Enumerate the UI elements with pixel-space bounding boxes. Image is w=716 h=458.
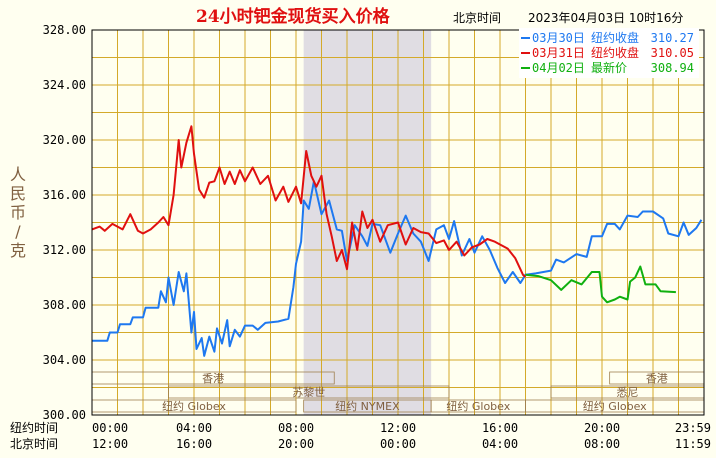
session-label: 苏黎世: [292, 385, 325, 399]
y-tick-label: 316.00: [43, 188, 86, 202]
x-axis-ticks: 纽约时间 00:00 04:00 08:00 12:00 16:00 20:00 23:59 北…: [10, 420, 711, 451]
x-tick-label: 04:00: [482, 437, 518, 451]
legend-date: 03月30日: [532, 31, 585, 45]
y-axis-label: 人民币/克: [10, 165, 26, 260]
y-label-char: 克: [10, 241, 26, 260]
x-tick-label: 20:00: [278, 437, 314, 451]
series-lines: [91, 125, 703, 357]
x-tick-label: 04:00: [176, 421, 212, 435]
x-tick-label: 12:00: [92, 437, 128, 451]
legend-value: 308.94: [651, 61, 694, 75]
legend-value: 310.27: [651, 31, 694, 45]
timestamp: 2023年04月03日 10时16分: [528, 11, 683, 25]
x-tick-label: 20:00: [584, 421, 620, 435]
legend-label: 纽约收盘: [591, 30, 639, 45]
chart-title: 24小时钯金现货买入价格: [196, 6, 391, 27]
y-tick-label: 320.00: [43, 133, 86, 147]
legend: 03月30日 纽约收盘 310.27 03月31日 纽约收盘 310.05 04月02日 最新…: [519, 28, 699, 78]
y-label-char: 币: [10, 203, 26, 222]
x-row-label: 北京时间: [10, 437, 58, 451]
x-tick-label: 23:59: [675, 421, 711, 435]
legend-value: 310.05: [651, 46, 694, 60]
legend-label: 纽约收盘: [591, 45, 639, 60]
y-label-char: /: [15, 222, 21, 241]
y-label-char: 人: [10, 165, 26, 184]
timestamp-label: 北京时间: [453, 11, 501, 25]
x-tick-label: 11:59: [675, 437, 711, 451]
legend-label: 最新价: [591, 60, 627, 75]
x-tick-label: 12:00: [380, 421, 416, 435]
plot-frame: [91, 29, 705, 416]
session-label: 纽约 Globex: [583, 399, 647, 413]
y-tick-label: 312.00: [43, 243, 86, 257]
y-tick-label: 324.00: [43, 78, 86, 92]
x-tick-label: 00:00: [92, 421, 128, 435]
x-row-label: 纽约时间: [10, 420, 58, 435]
legend-date: 03月31日: [532, 46, 585, 60]
y-tick-label: 300.00: [43, 408, 86, 422]
series-line: [525, 265, 676, 304]
session-label: 香港: [202, 372, 224, 385]
session-label: 纽约 Globex: [446, 399, 510, 413]
series-line: [91, 125, 527, 278]
y-label-char: 民: [10, 184, 26, 203]
y-tick-label: 308.00: [43, 298, 86, 312]
x-tick-label: 16:00: [176, 437, 212, 451]
x-tick-label: 00:00: [380, 437, 416, 451]
session-label: 纽约 Globex: [162, 399, 226, 413]
session-box: [168, 385, 450, 399]
x-tick-label: 08:00: [584, 437, 620, 451]
legend-date: 04月02日: [532, 61, 585, 75]
x-tick-label: 08:00: [278, 421, 314, 435]
x-tick-label: 16:00: [482, 421, 518, 435]
session-label: 香港: [646, 372, 668, 385]
y-tick-label: 304.00: [43, 353, 86, 367]
y-tick-label: 328.00: [43, 23, 86, 37]
y-axis-ticks: 328.00 324.00 320.00 316.00 312.00 308.00 304.…: [43, 23, 86, 422]
legend-box: [519, 28, 699, 78]
session-label: 纽约 NYMEX: [335, 399, 400, 413]
session-label: 悉尼: [617, 386, 639, 399]
